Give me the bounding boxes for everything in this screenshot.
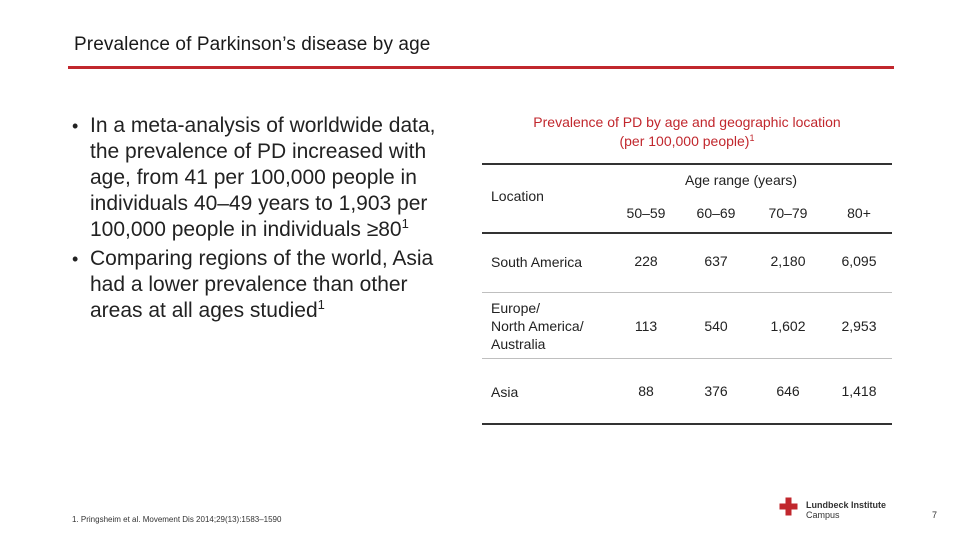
location-header: Location (491, 188, 544, 204)
table-cell: 88 (638, 383, 654, 399)
reference-marker: 1 (317, 297, 325, 312)
location-line: Europe/ (491, 300, 541, 316)
reference-marker: 1 (401, 216, 409, 231)
table-title: Prevalence of PD by age and geographic l… (482, 113, 892, 151)
table-cell: 637 (704, 253, 728, 269)
table-cell: 6,095 (841, 253, 877, 269)
table-row-location: South America (491, 254, 583, 270)
table-cell: 2,180 (770, 253, 806, 269)
table-bottom-rule (482, 423, 892, 425)
row-divider (482, 292, 892, 293)
table-title-line: Prevalence of PD by age and geographic l… (533, 114, 841, 130)
column-header: 80+ (847, 205, 871, 221)
bullet-item: In a meta-analysis of worldwide data, th… (72, 113, 462, 243)
table-row-location: Europe/ North America/ Australia (491, 299, 584, 353)
bullet-text: Comparing regions of the world, Asia had… (90, 247, 434, 322)
table-top-rule (482, 163, 892, 165)
location-line: North America/ (491, 318, 584, 334)
reference-marker: 1 (749, 133, 755, 143)
table-row-location: Asia (491, 384, 519, 400)
page-number: 7 (932, 510, 938, 520)
table-cell: 540 (704, 318, 728, 334)
logo-line: Lundbeck Institute (806, 500, 887, 510)
row-divider (482, 358, 892, 359)
table-cell: 646 (776, 383, 800, 399)
column-header: 70–79 (768, 205, 808, 221)
header-bottom-rule (482, 232, 892, 234)
table-cell: 1,418 (841, 383, 877, 399)
table-title-line: (per 100,000 people)1 (482, 132, 892, 151)
column-header: 50–59 (626, 205, 666, 221)
bullet-item: Comparing regions of the world, Asia had… (72, 246, 462, 324)
location-line: Australia (491, 336, 546, 352)
table-cell: 228 (634, 253, 658, 269)
table-cell: 1,602 (770, 318, 806, 334)
footnote: 1. Pringsheim et al. Movement Dis 2014;2… (72, 515, 282, 524)
column-header: 60–69 (696, 205, 736, 221)
bullet-list: In a meta-analysis of worldwide data, th… (72, 113, 462, 327)
lundbeck-cross-icon (779, 497, 798, 516)
logo-line: Campus (806, 510, 840, 520)
logo: Lundbeck Institute Campus (806, 500, 886, 520)
age-range-header: Age range (years) (685, 172, 798, 188)
table-cell: 113 (634, 318, 658, 334)
slide-title: Prevalence of Parkinson’s disease by age (74, 34, 431, 55)
table-cell: 376 (704, 383, 728, 399)
bullet-text: In a meta-analysis of worldwide data, th… (90, 114, 436, 241)
table-cell: 2,953 (841, 318, 877, 334)
title-divider (68, 66, 894, 69)
table-title-unit: (per 100,000 people) (619, 133, 750, 149)
